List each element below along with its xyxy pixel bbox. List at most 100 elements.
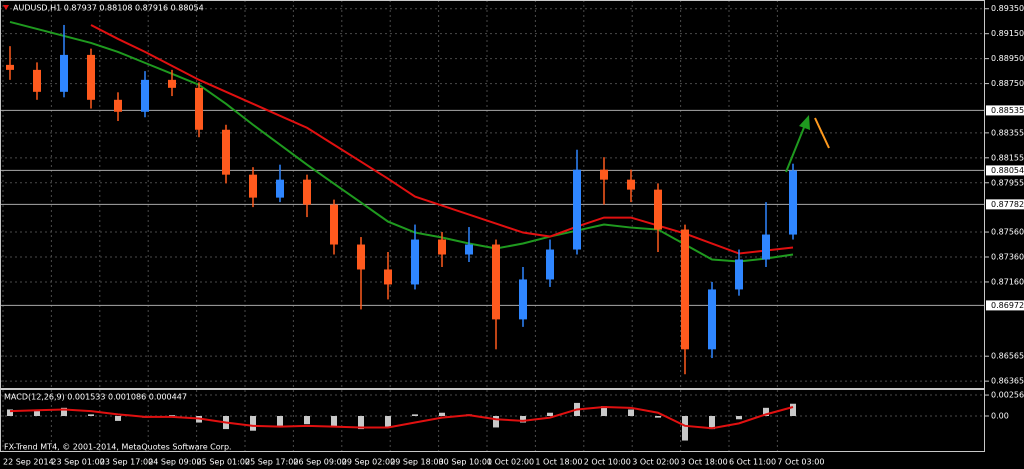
- x-tick-label: 26 Sep 09:00: [293, 458, 346, 467]
- candle-body: [438, 239, 446, 255]
- macd-bar: [736, 416, 742, 420]
- y-tick-label: 0.00: [991, 412, 1009, 421]
- macd-bar: [250, 416, 256, 431]
- macd-bar: [439, 412, 445, 416]
- x-tick-label: 25 Sep 17:00: [245, 458, 298, 467]
- candle-body: [681, 229, 689, 350]
- level-label: 0.87782: [991, 200, 1024, 209]
- y-tick-label: 0.86365: [991, 377, 1024, 386]
- arrow-down: [814, 117, 830, 149]
- macd-pane-border: [0, 389, 985, 452]
- marks: [0, 20, 985, 441]
- macd-bar: [520, 416, 526, 423]
- watermark: FX-Trend MT4, © 2001-2014, MetaQuotes So…: [4, 443, 232, 452]
- candle-body: [87, 54, 95, 100]
- candle-body: [654, 189, 662, 230]
- x-tick-label: 6 Oct 11:00: [729, 458, 776, 467]
- candle-body: [789, 170, 797, 235]
- macd-bar: [115, 416, 121, 421]
- x-tick-label: 7 Oct 03:00: [777, 458, 824, 467]
- level-label: 0.86972: [991, 301, 1024, 310]
- x-tick-label: 2 Oct 10:00: [584, 458, 631, 467]
- y-tick-label: 0.88155: [991, 153, 1024, 162]
- macd-bar: [655, 416, 661, 418]
- x-tick-label: 23 Sep 01:00: [51, 458, 104, 467]
- x-tick-label: 1 Oct 18:00: [535, 458, 582, 467]
- y-tick-label: 0.87955: [991, 178, 1024, 187]
- x-tick-label: 29 Sep 02:00: [342, 458, 395, 467]
- macd-bar: [493, 416, 499, 428]
- level-label: 0.88535: [991, 106, 1024, 115]
- x-tick-label: 3 Oct 18:00: [681, 458, 728, 467]
- level-label-box: [986, 105, 1024, 116]
- macd-bar: [34, 411, 40, 416]
- moving-average: [90, 24, 794, 255]
- candle-body: [384, 269, 392, 285]
- candle-body: [141, 79, 149, 112]
- macd-bar: [412, 414, 418, 416]
- candle-body: [573, 169, 581, 250]
- y-tick-label: 0.89150: [991, 29, 1024, 38]
- grid: [0, 0, 985, 452]
- candle-body: [762, 234, 770, 260]
- y-tick-label: 0.87160: [991, 277, 1024, 286]
- candle-body: [519, 279, 527, 320]
- x-tick-label: 23 Sep 17:00: [100, 458, 153, 467]
- level-label-box: [986, 300, 1024, 311]
- macd-bar: [61, 407, 67, 416]
- level-label-box: [986, 165, 1024, 176]
- macd-bar: [385, 416, 391, 428]
- macd-bar: [601, 406, 607, 416]
- chart-title: AUDUSD,H1 0.87937 0.88108 0.87916 0.8805…: [13, 4, 204, 13]
- candle-body: [357, 244, 365, 270]
- candle-body: [735, 259, 743, 290]
- candle-body: [492, 244, 500, 320]
- macd-bar: [331, 416, 337, 428]
- x-tick-label: 1 Oct 02:00: [487, 458, 534, 467]
- candle-body: [330, 204, 338, 245]
- macd-bar: [547, 412, 553, 416]
- macd-bar: [682, 416, 688, 441]
- moving-average: [9, 20, 794, 263]
- candle-body: [276, 179, 284, 198]
- macd-bar: [358, 416, 364, 430]
- x-tick-label: 30 Sep 10:00: [439, 458, 492, 467]
- macd-bar: [169, 415, 175, 416]
- macd-title: MACD(12,26,9) 0.001533 0.001086 0.000447: [4, 393, 187, 402]
- candle-body: [411, 239, 419, 285]
- y-tick-label: 0.86565: [991, 352, 1024, 361]
- candle-body: [465, 244, 473, 255]
- macd-bar: [304, 416, 310, 425]
- y-tick-label: 0.002561: [991, 391, 1024, 400]
- y-tick-label: 0.88950: [991, 54, 1024, 63]
- macd-bar: [88, 414, 94, 416]
- y-tick-label: 0.87360: [991, 253, 1024, 262]
- candle-body: [600, 169, 608, 180]
- macd-bar: [277, 416, 283, 426]
- candle-body: [627, 179, 635, 190]
- macd-bar: [763, 407, 769, 416]
- candle-body: [546, 249, 554, 280]
- macd-bar: [790, 403, 796, 416]
- x-tick-label: 25 Sep 01:00: [197, 458, 250, 467]
- arrow-up-head: [799, 115, 810, 130]
- x-tick-label: 29 Sep 18:00: [390, 458, 443, 467]
- y-tick-label: 0.88355: [991, 128, 1024, 137]
- candle-body: [222, 129, 230, 175]
- y-tick-label: 0.89350: [991, 4, 1024, 13]
- candle-body: [33, 69, 41, 92]
- level-label-box: [986, 199, 1024, 210]
- y-tick-label: 0.88750: [991, 79, 1024, 88]
- candle-body: [168, 79, 176, 88]
- x-tick-label: 3 Oct 02:00: [632, 458, 679, 467]
- x-tick-label: 24 Sep 09:00: [148, 458, 201, 467]
- candle-body: [708, 289, 716, 350]
- level-label: 0.88054: [991, 166, 1024, 175]
- candle-body: [114, 99, 122, 112]
- macd-bar: [7, 409, 13, 416]
- macd-bar: [628, 409, 634, 416]
- candle-body: [6, 64, 14, 70]
- symbol-icon: [3, 5, 9, 10]
